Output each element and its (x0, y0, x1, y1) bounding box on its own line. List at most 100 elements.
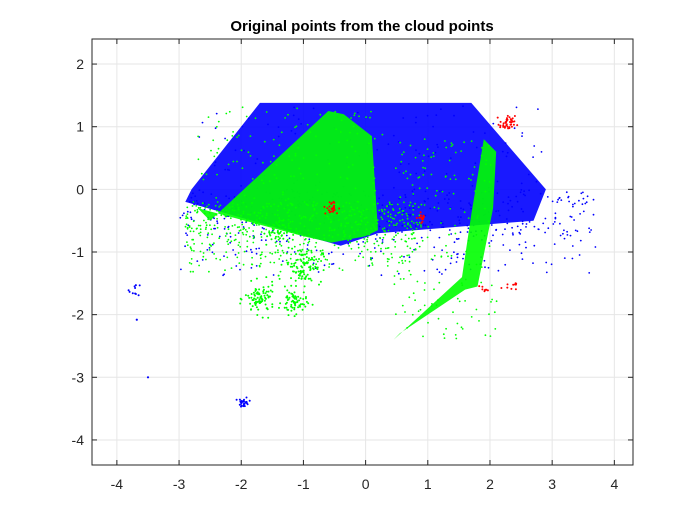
point (516, 124, 519, 127)
point (209, 224, 211, 227)
point (299, 270, 302, 273)
point (521, 135, 523, 138)
point (391, 217, 394, 220)
point (365, 216, 368, 219)
point (202, 252, 205, 254)
point (571, 245, 574, 247)
point (563, 237, 566, 240)
point (416, 242, 418, 245)
point (586, 195, 589, 198)
point (313, 255, 316, 258)
point (457, 216, 459, 218)
point (507, 209, 510, 212)
point (342, 205, 345, 208)
point (433, 206, 436, 209)
point (305, 300, 308, 303)
point (343, 210, 346, 213)
point (240, 404, 243, 407)
point (266, 294, 269, 297)
point (188, 262, 191, 264)
point (269, 289, 272, 292)
point (359, 252, 361, 255)
point (273, 174, 276, 176)
point (260, 209, 262, 212)
point (251, 263, 254, 266)
point (427, 197, 429, 200)
point (290, 277, 292, 280)
point (443, 337, 446, 339)
point (208, 249, 211, 251)
point (465, 250, 467, 253)
point (262, 182, 265, 185)
point (285, 306, 288, 309)
point (396, 203, 399, 206)
point (574, 229, 577, 232)
point (278, 277, 281, 280)
point (278, 217, 281, 219)
point (223, 214, 226, 216)
point (188, 200, 191, 203)
point (305, 256, 308, 259)
point (270, 205, 272, 208)
point (464, 278, 467, 281)
point (211, 243, 214, 246)
point (353, 213, 356, 216)
point (336, 212, 338, 215)
point (364, 242, 367, 244)
point (189, 246, 192, 249)
point (245, 233, 248, 236)
point (274, 251, 277, 254)
point (238, 403, 241, 406)
point (319, 222, 321, 225)
point (287, 241, 290, 243)
point (296, 107, 298, 110)
point (412, 207, 415, 210)
point (318, 283, 320, 286)
point (406, 217, 409, 220)
point (369, 116, 371, 119)
point (502, 244, 505, 246)
point (197, 158, 200, 161)
point (269, 295, 271, 298)
point (254, 117, 257, 120)
point (414, 299, 416, 302)
point (407, 222, 409, 225)
point (408, 269, 411, 272)
point (201, 121, 204, 124)
point (186, 216, 189, 219)
point (546, 196, 549, 198)
point (334, 110, 337, 113)
point (423, 304, 426, 307)
point (275, 164, 278, 166)
point (276, 214, 279, 216)
y-tick-label: -1 (72, 244, 85, 260)
point (303, 201, 306, 203)
point (418, 221, 421, 224)
point (387, 215, 390, 218)
point (296, 231, 299, 234)
point (258, 292, 261, 295)
point (454, 178, 457, 181)
point (183, 212, 185, 215)
point (253, 301, 256, 304)
point (291, 247, 294, 250)
point (331, 236, 334, 238)
point (275, 177, 278, 180)
point (227, 211, 230, 214)
point (411, 190, 414, 193)
point (241, 106, 244, 109)
point (318, 227, 320, 230)
point (248, 227, 251, 229)
point (402, 278, 405, 280)
point (261, 215, 264, 218)
point (275, 235, 277, 238)
point (362, 256, 365, 259)
point (424, 190, 427, 193)
point (478, 285, 481, 288)
point (449, 207, 452, 210)
point (274, 213, 276, 216)
point (499, 124, 502, 127)
point (236, 160, 238, 163)
point (440, 256, 443, 258)
point (462, 257, 464, 260)
